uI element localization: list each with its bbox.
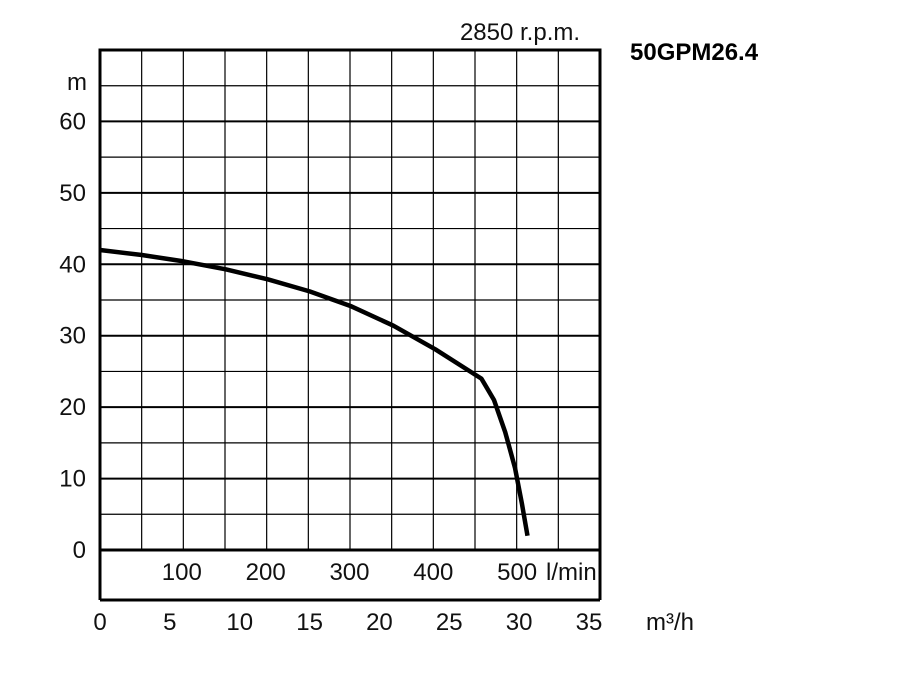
x-axis-unit-lmin: l/min (546, 559, 597, 586)
series-group (99, 247, 530, 537)
y-axis-ticks: 0 10 20 30 40 50 60 (59, 108, 86, 564)
y-tick-label: 0 (73, 537, 86, 564)
y-tick-label: 50 (59, 180, 86, 207)
x-tick-label-m3h: 10 (226, 609, 253, 636)
chart-grid (100, 50, 600, 550)
x-tick-label-lmin: 400 (413, 559, 453, 586)
y-tick-label: 10 (59, 466, 86, 493)
y-tick-label: 60 (59, 108, 86, 135)
x-axis-ticks-m3h: 0 5 10 15 20 25 30 35 (93, 609, 602, 636)
head-flow-curve (99, 247, 530, 537)
x-tick-label-m3h: 25 (436, 609, 463, 636)
y-tick-label: 40 (59, 251, 86, 278)
x-axis-unit-m3h: m³/h (646, 609, 694, 636)
chart-frame (98, 48, 602, 602)
x-tick-label-lmin: 500 (497, 559, 537, 586)
x-tick-label-m3h: 20 (366, 609, 393, 636)
x-tick-label-lmin: 200 (246, 559, 286, 586)
x-tick-label-lmin: 300 (329, 559, 369, 586)
x-tick-label-m3h: 35 (576, 609, 603, 636)
plot-border (98, 48, 602, 552)
speed-label: 2850 r.p.m. (460, 19, 580, 46)
x-tick-label-m3h: 15 (296, 609, 323, 636)
y-axis-unit: m (67, 69, 87, 96)
chart-title: 50GPM26.4 (630, 39, 759, 66)
x-axis-ticks-lmin: 100 200 300 400 500 (162, 559, 537, 586)
x-tick-label-m3h: 30 (506, 609, 533, 636)
y-tick-label: 30 (59, 323, 86, 350)
x-tick-label-m3h: 5 (163, 609, 176, 636)
x-tick-label-m3h: 0 (93, 609, 106, 636)
x-tick-label-lmin: 100 (162, 559, 202, 586)
y-tick-label: 20 (59, 394, 86, 421)
